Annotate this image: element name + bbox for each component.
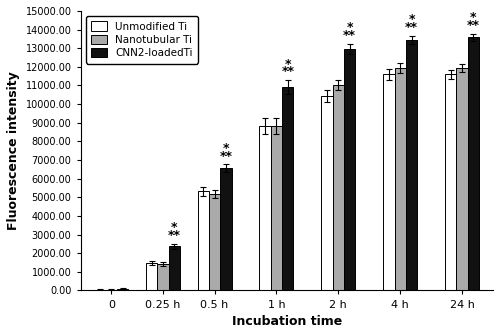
X-axis label: Incubation time: Incubation time: [232, 315, 342, 328]
Text: *: *: [284, 58, 291, 71]
Text: **: **: [220, 150, 232, 163]
Bar: [146, 263, 158, 290]
Text: *: *: [346, 21, 353, 35]
Bar: [445, 74, 456, 290]
Text: *: *: [408, 13, 415, 26]
Bar: [271, 126, 282, 290]
Bar: [406, 40, 417, 290]
Text: *: *: [470, 11, 476, 24]
Bar: [158, 264, 168, 290]
Bar: [209, 194, 220, 290]
Bar: [106, 289, 117, 290]
Bar: [198, 191, 209, 290]
Text: **: **: [168, 229, 181, 242]
Bar: [344, 49, 356, 290]
Text: **: **: [405, 21, 418, 34]
Text: *: *: [222, 142, 229, 155]
Y-axis label: Fluorescence intensity: Fluorescence intensity: [7, 71, 20, 230]
Text: **: **: [343, 29, 356, 42]
Bar: [282, 87, 294, 290]
Bar: [168, 246, 180, 290]
Bar: [220, 168, 232, 290]
Text: *: *: [171, 221, 177, 234]
Text: **: **: [467, 19, 480, 32]
Bar: [117, 289, 128, 290]
Bar: [260, 126, 271, 290]
Bar: [322, 96, 332, 290]
Bar: [94, 289, 106, 290]
Legend: Unmodified Ti, Nanotubular Ti, CNN2-loadedTi: Unmodified Ti, Nanotubular Ti, CNN2-load…: [86, 16, 198, 64]
Bar: [394, 68, 406, 290]
Text: **: **: [282, 65, 294, 78]
Bar: [383, 74, 394, 290]
Bar: [456, 68, 468, 290]
Bar: [468, 38, 479, 290]
Bar: [332, 85, 344, 290]
